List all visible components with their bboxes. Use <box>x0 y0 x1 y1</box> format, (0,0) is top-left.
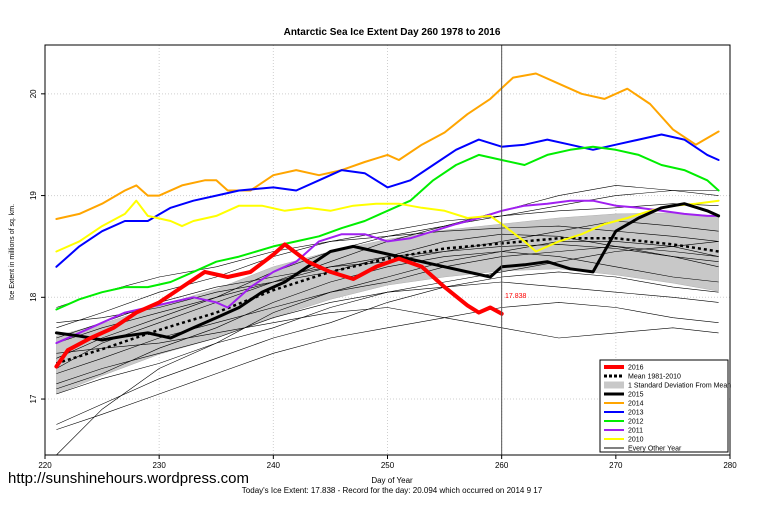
every-other-year-line <box>56 271 719 425</box>
credit-url[interactable]: http://sunshinehours.wordpress.com <box>8 470 249 487</box>
y-tick-label: 18 <box>29 292 38 301</box>
x-tick-label: 280 <box>723 461 737 470</box>
legend-label: 2011 <box>628 428 643 435</box>
series-line-2011 <box>55 199 720 345</box>
legend-label: 2015 <box>628 392 644 399</box>
x-tick-label: 270 <box>609 461 623 470</box>
current-value-label: 17.838 <box>505 293 527 300</box>
legend-label: 2012 <box>628 419 644 426</box>
every-other-year-line <box>56 307 719 354</box>
x-tick-label: 260 <box>495 461 509 470</box>
x-tick-label: 230 <box>152 461 166 470</box>
series-line-2014 <box>55 72 720 220</box>
series-line-2012 <box>55 145 720 311</box>
every-other-year-line <box>56 233 719 323</box>
y-axis-ticks: 17 18 19 20 <box>29 89 45 403</box>
series-line-2016 <box>54 242 504 369</box>
legend-label: 2016 <box>628 365 644 372</box>
y-axis-label: Ice Extent in millions of sq. km. <box>9 204 16 300</box>
every-other-year-line <box>56 281 719 395</box>
highlight-series <box>54 72 721 369</box>
legend-label: Mean 1981-2010 <box>628 374 681 381</box>
x-tick-label: 240 <box>267 461 281 470</box>
x-tick-label: 220 <box>38 461 52 470</box>
every-other-year-line <box>56 203 719 329</box>
legend: 2016 Mean 1981-2010 1 Standard Deviation F… <box>599 359 731 453</box>
mean-line-group <box>56 237 719 365</box>
y-tick-label: 19 <box>29 191 38 200</box>
chart-title: Antarctic Sea Ice Extent Day 260 1978 to… <box>284 27 501 38</box>
every-other-year-line <box>56 190 719 359</box>
x-tick-label: 250 <box>381 461 395 470</box>
x-axis-ticks: 220 230 240 250 260 270 280 <box>38 455 737 470</box>
legend-label: 1 Standard Deviation From Mean <box>628 383 731 390</box>
every-other-year-line <box>56 241 719 456</box>
every-other-year-line <box>56 251 719 390</box>
legend-swatch <box>604 381 624 389</box>
series-line-2010 <box>55 199 720 253</box>
mean-line <box>56 237 719 365</box>
legend-label: 2014 <box>628 401 644 408</box>
legend-label: Every Other Year <box>628 446 682 453</box>
footer-note: Today's Ice Extent: 17.838 - Record for … <box>242 486 543 495</box>
every-other-year-line <box>56 302 719 430</box>
legend-label: 2013 <box>628 410 644 417</box>
series-line-2013 <box>55 133 720 268</box>
y-tick-label: 20 <box>29 89 38 98</box>
legend-label: 2010 <box>628 437 644 444</box>
x-axis-label: Day of Year <box>371 476 413 485</box>
y-tick-label: 17 <box>29 394 38 403</box>
